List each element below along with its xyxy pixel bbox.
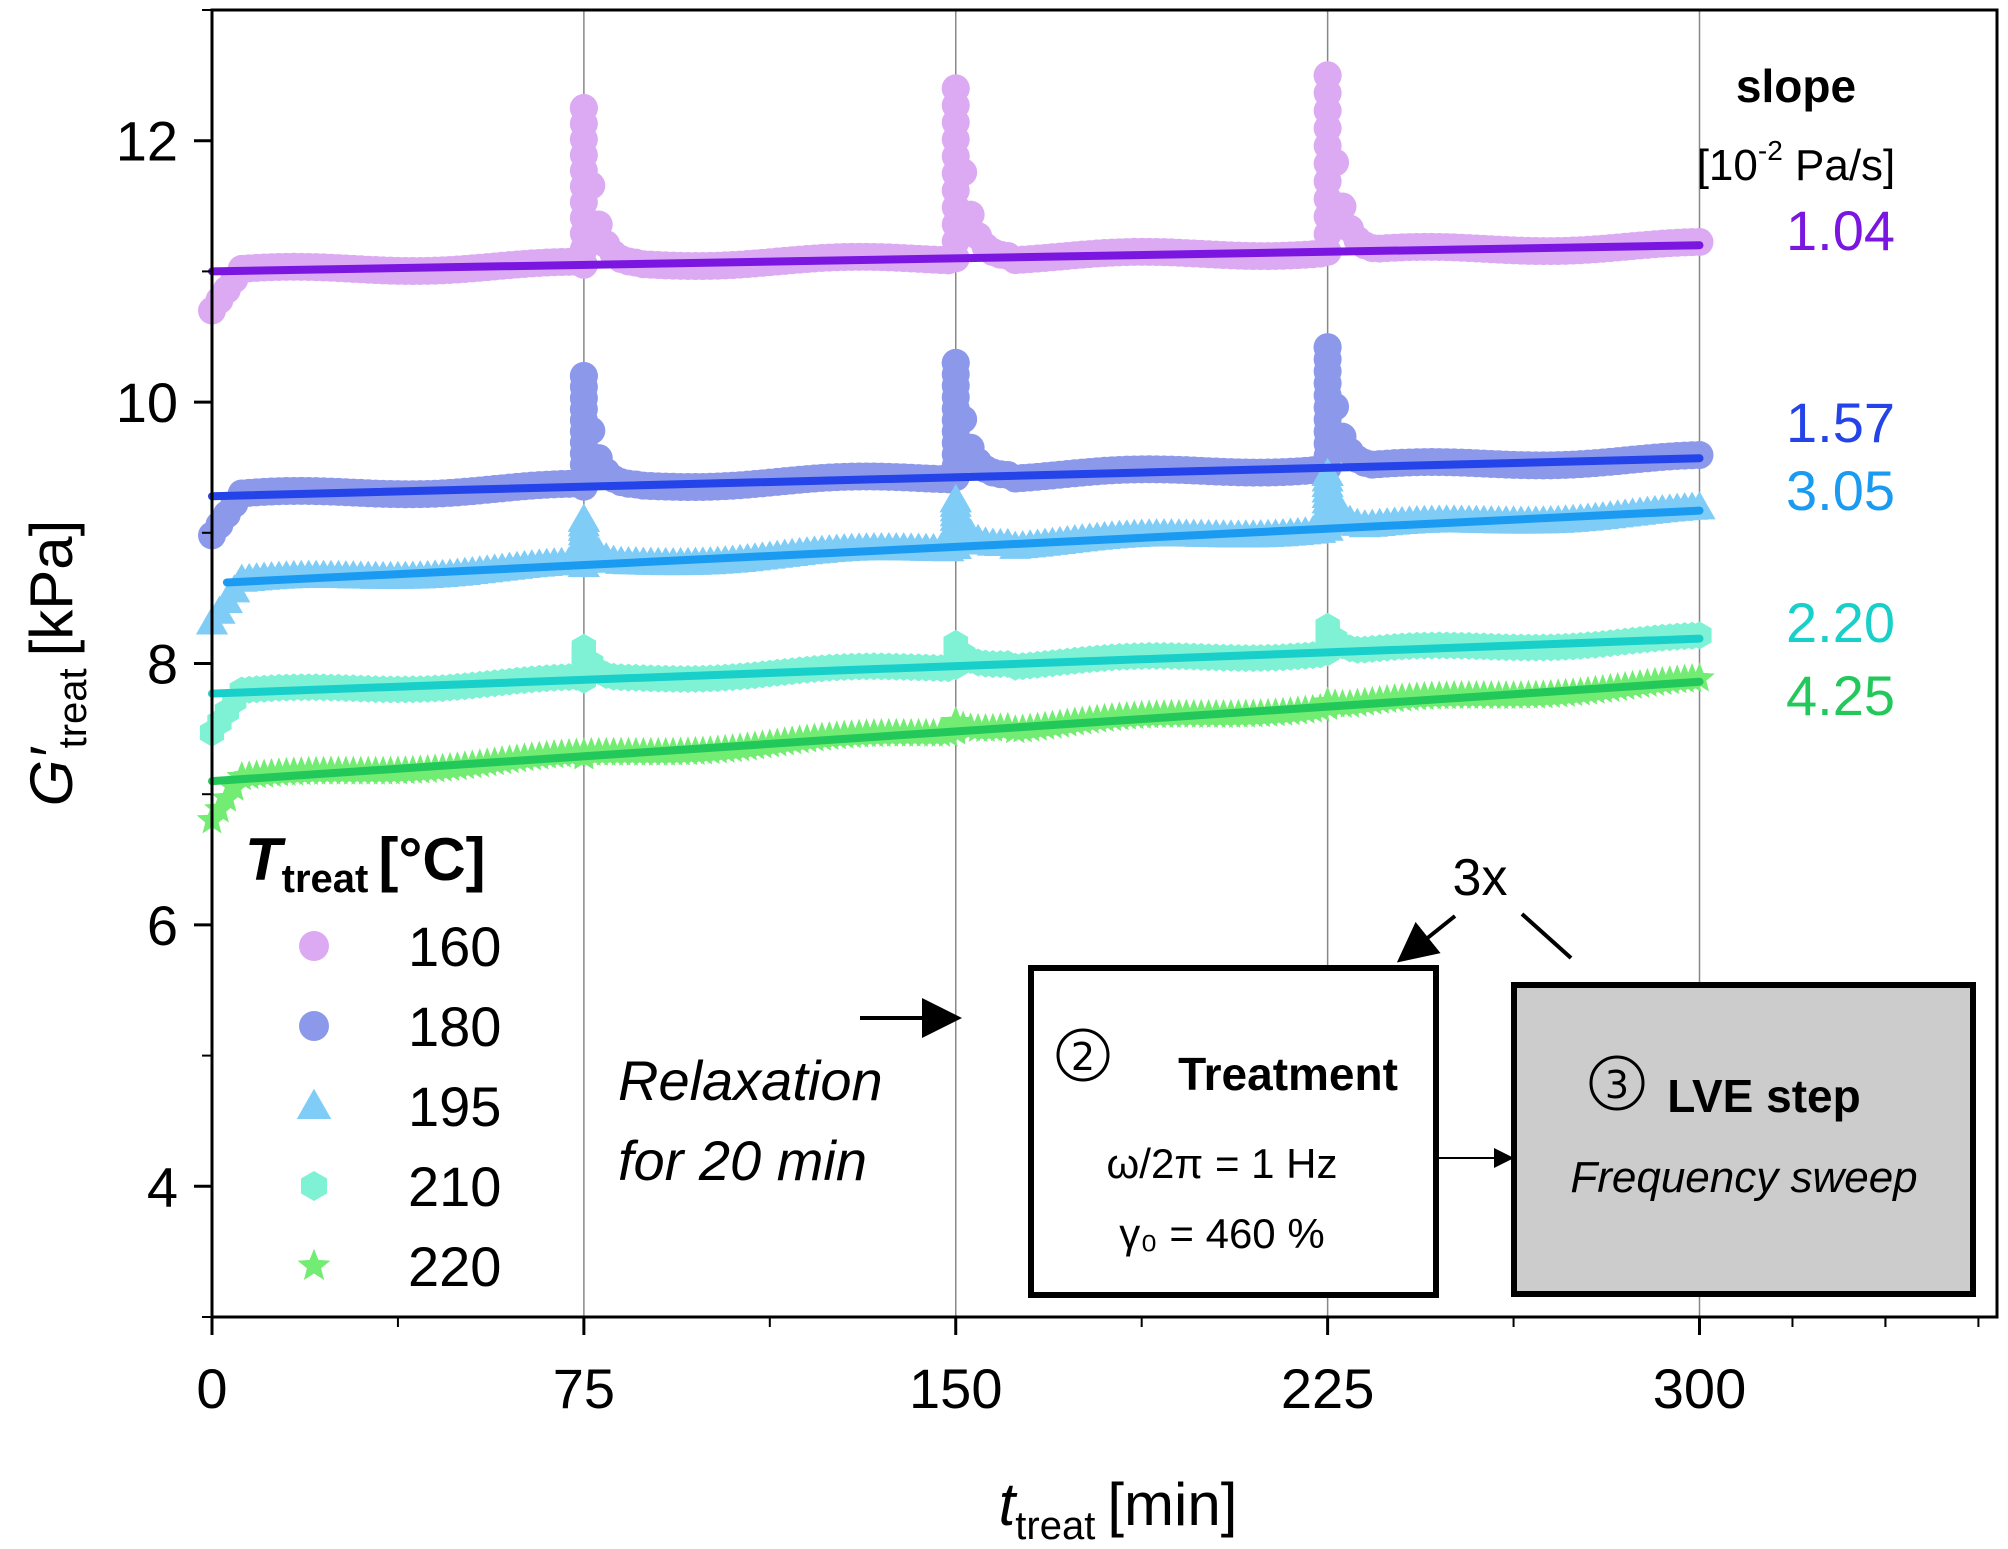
x-tick-label: 225 — [1281, 1357, 1374, 1420]
repeat-label: 3x — [1453, 849, 1508, 907]
data-point — [1315, 612, 1340, 641]
lve-subtitle: Frequency sweep — [1570, 1153, 1917, 1202]
data-point — [296, 1088, 332, 1119]
legend-label: 195 — [408, 1075, 501, 1138]
y-tick-labels: 4 6 8 10 12 — [116, 110, 178, 1219]
lve-step-box — [1511, 982, 1976, 1297]
data-point — [569, 94, 598, 123]
data-points — [195, 61, 1716, 834]
slope-value-220: 4.25 — [1786, 664, 1895, 727]
slope-value-210: 2.20 — [1786, 591, 1895, 654]
x-tick-labels: 0 75 150 225 300 — [196, 1357, 1746, 1420]
relaxation-text-1: Relaxation — [618, 1049, 883, 1112]
repeat-line-right — [1520, 912, 1573, 960]
data-point — [299, 931, 329, 961]
fit-lines — [208, 241, 1704, 786]
slope-value-160: 1.04 — [1786, 199, 1895, 262]
series-points-180 — [198, 333, 1714, 550]
data-point — [571, 633, 596, 662]
x-tick-label: 0 — [196, 1357, 227, 1420]
treatment-number: 2 — [1071, 1035, 1095, 1079]
data-point — [1313, 61, 1342, 90]
lve-title: LVE step — [1667, 1070, 1860, 1122]
treatment-box — [1028, 965, 1439, 1298]
data-point — [941, 74, 970, 103]
relaxation-text-2: for 20 min — [618, 1129, 867, 1192]
data-point — [567, 503, 600, 532]
treatment-number-circle — [1056, 1028, 1110, 1082]
legend-item-195: 195 — [296, 1075, 501, 1138]
data-point — [301, 1171, 327, 1201]
data-point — [943, 629, 968, 658]
axis-ticks — [194, 9, 1980, 1335]
legend-title: Ttreat [°C] — [245, 826, 486, 901]
y-tick-label: 10 — [116, 371, 178, 434]
y-tick-label: 4 — [147, 1155, 178, 1218]
x-tick-label: 300 — [1653, 1357, 1746, 1420]
data-point — [299, 1011, 329, 1041]
y-axis-title: G′treat[kPa] — [18, 520, 95, 807]
lve-number-circle — [1589, 1055, 1645, 1111]
data-point — [1312, 686, 1343, 716]
legend-items: 160 180 195 210 220 — [296, 915, 501, 1298]
legend-label: 180 — [408, 995, 501, 1058]
treatment-strain: γ₀ = 460 % — [1119, 1210, 1324, 1257]
x-axis-title: ttreat [min] — [999, 1471, 1238, 1548]
y-tick-label: 8 — [147, 633, 178, 696]
fit-line-160 — [208, 241, 1704, 276]
data-point — [939, 484, 972, 513]
legend-item-220: 220 — [297, 1235, 501, 1298]
data-point — [569, 361, 598, 390]
data-point — [940, 706, 972, 736]
data-point — [1311, 457, 1344, 487]
repeat-arrow-left — [1396, 914, 1457, 963]
fit-line-195 — [222, 506, 1704, 587]
slope-values: 1.04 1.573.05 2.20 4.25 — [1786, 199, 1895, 727]
slope-value-195: 3.05 — [1786, 459, 1895, 522]
x-tick-label: 75 — [553, 1357, 615, 1420]
data-point — [1684, 662, 1715, 692]
legend-item-180: 180 — [299, 995, 501, 1058]
x-tick-label: 150 — [909, 1357, 1002, 1420]
fit-line-220 — [208, 677, 1704, 786]
data-point — [297, 1248, 331, 1280]
treatment-frequency: ω/2π = 1 Hz — [1106, 1140, 1337, 1187]
legend-item-210: 210 — [301, 1155, 501, 1218]
fit-line-210 — [208, 634, 1704, 698]
legend: Ttreat [°C] 160 180 195 210 220 — [245, 826, 501, 1298]
y-tick-label: 12 — [116, 110, 178, 173]
legend-label: 210 — [408, 1155, 501, 1218]
legend-label: 160 — [408, 915, 501, 978]
slope-value-180: 1.57 — [1786, 391, 1895, 454]
y-tick-label: 6 — [147, 894, 178, 957]
data-point — [941, 348, 970, 377]
treatment-title: Treatment — [1178, 1048, 1398, 1100]
legend-label: 220 — [408, 1235, 501, 1298]
fit-line-180 — [208, 454, 1704, 501]
slope-unit: [10-2 Pa/s] — [1697, 135, 1896, 190]
data-point — [1313, 333, 1342, 362]
slope-title: slope — [1736, 60, 1856, 112]
lve-number: 3 — [1605, 1063, 1629, 1107]
legend-item-160: 160 — [299, 915, 501, 978]
